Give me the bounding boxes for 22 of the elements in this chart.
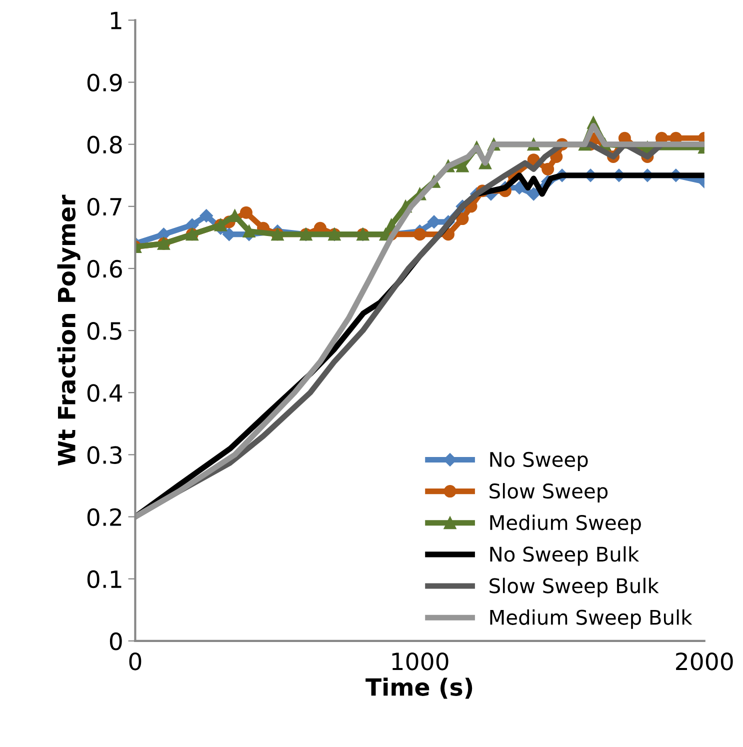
legend-label: Medium Sweep Bulk xyxy=(490,609,692,629)
legend-label: No Sweep Bulk xyxy=(490,546,640,566)
x-tick-label: 0 xyxy=(129,652,142,670)
x-tick-label: 1000 xyxy=(392,652,448,670)
y-tick-label: 0.9 xyxy=(87,74,122,92)
x-tick-label: 2000 xyxy=(676,652,733,670)
legend-label: Medium Sweep xyxy=(490,514,641,534)
x-axis-title: Time (s) xyxy=(366,678,472,699)
y-tick-label: 0.8 xyxy=(87,136,122,154)
y-tick-label: 0 xyxy=(110,632,122,650)
y-tick-label: 0.1 xyxy=(87,570,122,588)
y-tick-label: 0.5 xyxy=(87,322,122,340)
y-tick-label: 1 xyxy=(110,12,122,30)
legend-label: Slow Sweep Bulk xyxy=(490,578,659,598)
y-tick-label: 0.7 xyxy=(87,198,122,216)
y-tick-label: 0.4 xyxy=(87,384,122,402)
y-axis-title: Wt Fraction Polymer xyxy=(57,194,80,466)
legend-label: Slow Sweep xyxy=(490,483,608,503)
legend-label: No Sweep xyxy=(490,452,588,471)
y-tick-label: 0.2 xyxy=(87,508,122,526)
y-tick-label: 0.3 xyxy=(87,446,122,464)
y-tick-label: 0.6 xyxy=(87,260,122,278)
